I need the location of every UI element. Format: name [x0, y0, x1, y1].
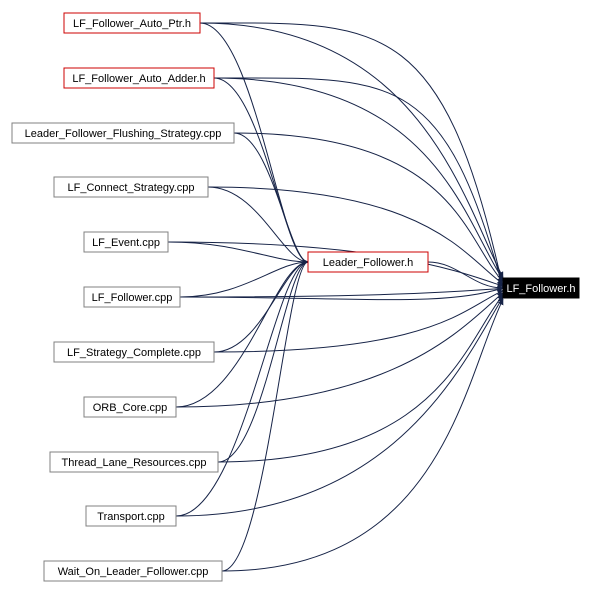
- node-label: Leader_Follower.h: [323, 257, 414, 269]
- node-label: Transport.cpp: [97, 511, 164, 523]
- node-label: LF_Connect_Strategy.cpp: [68, 182, 195, 194]
- node-label: LF_Follower_Auto_Adder.h: [72, 73, 205, 85]
- node-label: Leader_Follower_Flushing_Strategy.cpp: [25, 128, 222, 140]
- edge-n9-arc-to-target: [176, 297, 503, 516]
- edge-n7-to-center: [176, 262, 308, 407]
- edge-n1-to-center: [214, 78, 308, 262]
- edge-n4-to-center: [168, 242, 308, 262]
- edge-n5-to-center: [180, 262, 308, 297]
- edge-n1-arc-to-target: [214, 78, 503, 280]
- edge-n2-to-center: [234, 133, 308, 262]
- node-label: LF_Follower.h: [506, 283, 575, 295]
- node-label: ORB_Core.cpp: [93, 402, 168, 414]
- node-label: LF_Event.cpp: [92, 237, 160, 249]
- edge-n0-arc-to-target: [200, 23, 503, 277]
- edges-layer: [168, 23, 503, 571]
- edge-n10-arc-to-target: [222, 299, 503, 571]
- edge-n9-to-center: [176, 262, 308, 516]
- dependency-graph: LF_Follower_Auto_Ptr.h LF_Follower_Auto_A…: [0, 0, 592, 595]
- node-label: LF_Strategy_Complete.cpp: [67, 347, 201, 359]
- node-label: Wait_On_Leader_Follower.cpp: [58, 566, 209, 578]
- node-label: Thread_Lane_Resources.cpp: [62, 457, 207, 469]
- node-label: LF_Follower.cpp: [92, 292, 173, 304]
- edge-n10-to-center: [222, 262, 308, 571]
- nodes-layer: LF_Follower_Auto_Ptr.h LF_Follower_Auto_A…: [12, 13, 579, 581]
- edge-n3-to-center: [208, 187, 308, 262]
- node-label: LF_Follower_Auto_Ptr.h: [73, 18, 191, 30]
- edge-n0-to-target: [200, 23, 503, 288]
